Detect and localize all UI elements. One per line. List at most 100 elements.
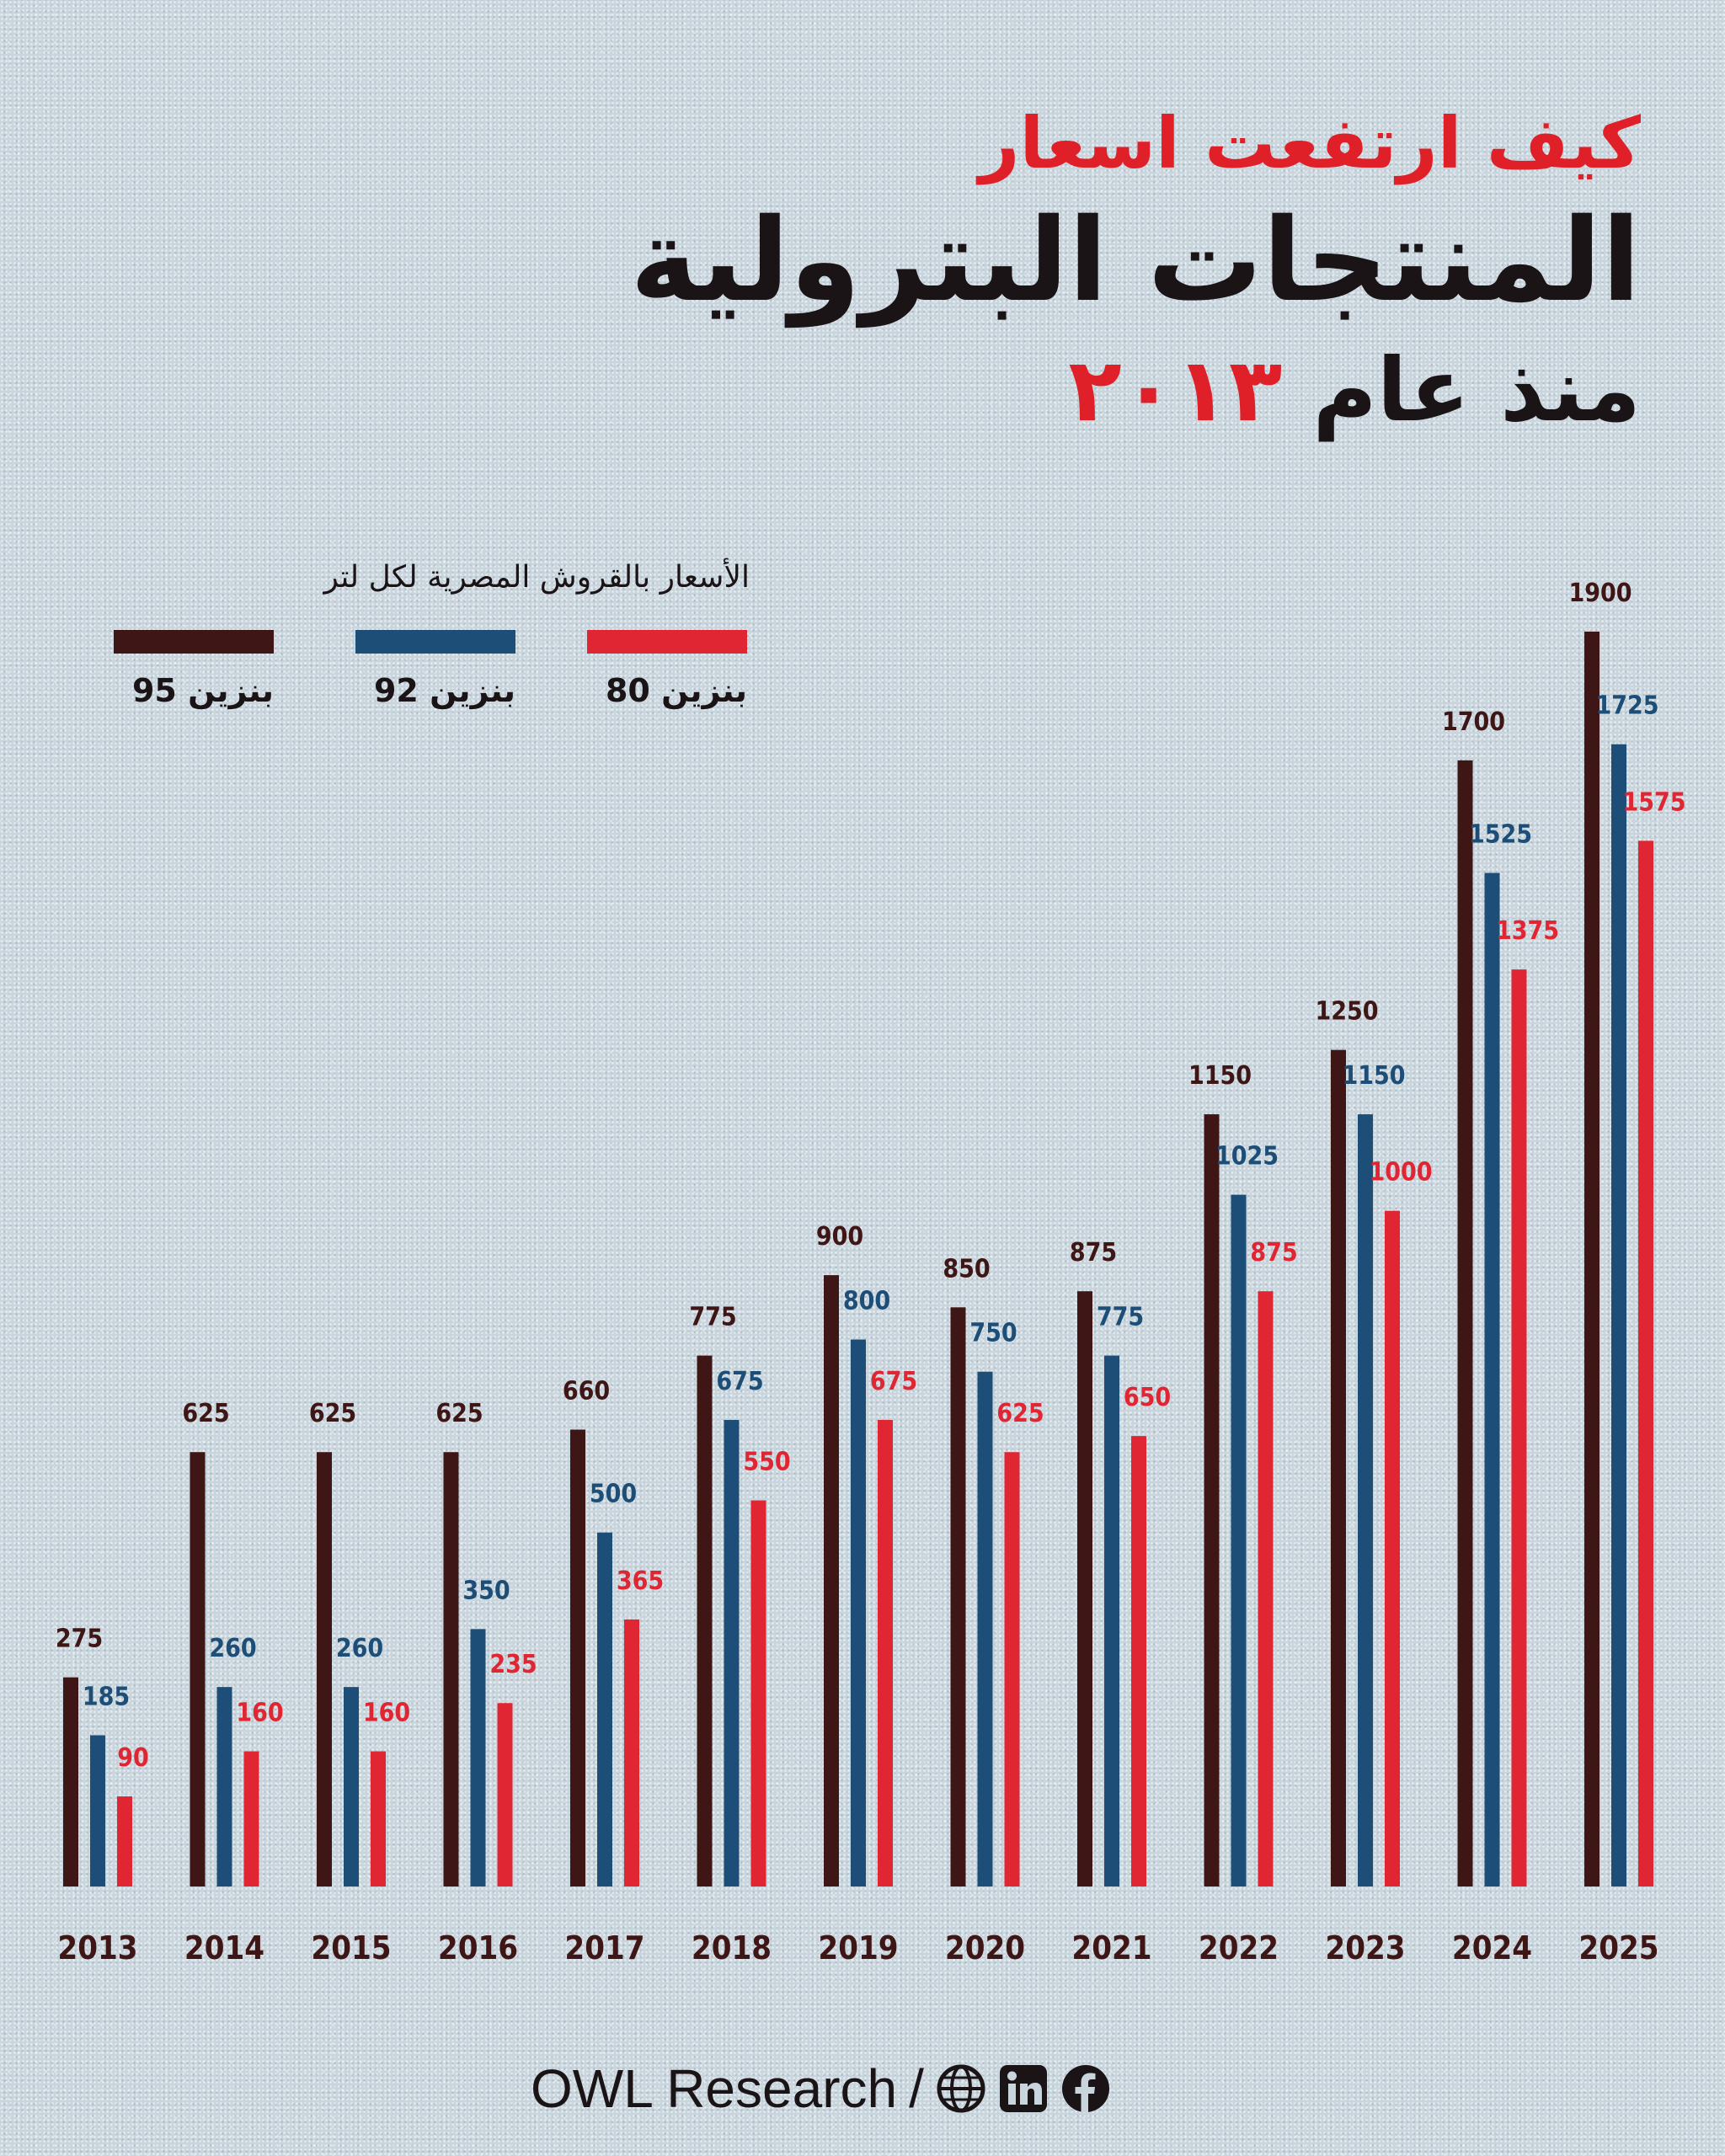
facebook-icon[interactable]: [1060, 2063, 1111, 2114]
bar-2016-2: [497, 1703, 513, 1886]
data-label-2016-0: 625: [435, 1399, 483, 1428]
legend-item-80: بنزين 80: [587, 630, 747, 709]
data-label-2025-0: 1900: [1568, 579, 1632, 608]
x-tick-label-2020: 2020: [945, 1929, 1025, 1967]
x-tick-label-2017: 2017: [564, 1929, 644, 1967]
title-line-1: كيف ارتفعت اسعار: [979, 102, 1641, 184]
bar-2015-1: [344, 1687, 359, 1886]
data-label-2018-2: 550: [743, 1448, 790, 1477]
bar-2024-2: [1511, 969, 1527, 1886]
data-label-2018-1: 675: [716, 1367, 763, 1396]
legend-label-95: بنزين 95: [131, 672, 274, 709]
data-label-2025-2: 1575: [1622, 787, 1685, 817]
bar-2014-2: [243, 1751, 259, 1886]
data-label-2025-1: 1725: [1595, 691, 1658, 721]
data-label-2021-0: 875: [1070, 1238, 1117, 1267]
footer: OWL Research /: [531, 2055, 1111, 2122]
data-label-2023-0: 1250: [1315, 997, 1378, 1027]
data-label-2024-0: 1700: [1442, 707, 1505, 737]
bar-2021-2: [1131, 1436, 1146, 1886]
bar-2013-0: [63, 1677, 78, 1886]
data-label-2021-1: 775: [1097, 1303, 1144, 1332]
bar-2018-2: [750, 1500, 766, 1886]
bar-2018-0: [697, 1355, 713, 1886]
data-label-2015-0: 625: [309, 1399, 356, 1428]
data-label-2021-2: 650: [1124, 1383, 1171, 1412]
bar-2024-0: [1457, 760, 1473, 1886]
bar-2021-1: [1104, 1355, 1119, 1886]
x-tick-label-2023: 2023: [1325, 1929, 1405, 1967]
bar-2017-1: [597, 1532, 612, 1886]
data-label-2019-0: 900: [816, 1222, 863, 1251]
x-tick-label-2022: 2022: [1199, 1929, 1279, 1967]
bar-2015-2: [371, 1751, 386, 1886]
data-label-2016-2: 235: [489, 1650, 537, 1679]
bar-2023-0: [1331, 1049, 1346, 1886]
x-tick-label-2015: 2015: [311, 1929, 391, 1967]
x-tick-label-2016: 2016: [438, 1929, 518, 1967]
data-label-2022-1: 1025: [1215, 1142, 1279, 1171]
data-label-2017-1: 500: [590, 1480, 637, 1509]
bar-2018-1: [724, 1420, 740, 1886]
legend-swatch-95: [114, 630, 274, 654]
bar-2014-0: [190, 1452, 206, 1886]
bar-2017-0: [570, 1429, 585, 1886]
legend-label-92: بنزين 92: [373, 672, 515, 709]
legend-label-80: بنزين 80: [605, 672, 747, 709]
bar-2017-2: [624, 1619, 639, 1886]
data-label-2015-1: 260: [336, 1634, 383, 1663]
bar-2013-1: [90, 1735, 105, 1886]
bar-2025-1: [1611, 744, 1626, 1886]
bar-2016-1: [470, 1629, 486, 1886]
bar-2019-2: [878, 1420, 893, 1886]
data-label-2017-2: 365: [617, 1566, 664, 1596]
bar-2013-2: [117, 1796, 132, 1886]
bar-2014-1: [216, 1687, 232, 1886]
data-label-2020-2: 625: [996, 1399, 1044, 1428]
data-label-2023-1: 1150: [1342, 1061, 1405, 1091]
data-label-2022-2: 875: [1250, 1238, 1297, 1267]
x-tick-label-2025: 2025: [1578, 1929, 1658, 1967]
data-label-2020-1: 750: [969, 1319, 1017, 1348]
bar-2020-1: [977, 1371, 993, 1886]
footer-brand: OWL Research: [531, 2058, 898, 2119]
data-label-2022-0: 1150: [1188, 1061, 1252, 1091]
data-label-2014-0: 625: [182, 1399, 229, 1428]
bar-2023-1: [1358, 1114, 1373, 1886]
data-label-2015-2: 160: [363, 1699, 410, 1728]
title-line-2: المنتجات البترولية: [630, 195, 1641, 328]
title-since-text: منذ عام: [1312, 339, 1641, 441]
bar-2020-2: [1004, 1452, 1020, 1886]
unit-label: الأسعار بالقروش المصرية لكل لتر: [323, 560, 750, 595]
data-label-2020-0: 850: [943, 1254, 990, 1283]
bar-2025-2: [1638, 841, 1653, 1887]
title-block: كيف ارتفعت اسعار المنتجات البترولية منذ …: [377, 101, 1641, 445]
bar-2016-0: [443, 1452, 459, 1886]
legend-swatch-92: [355, 630, 515, 654]
x-tick-label-2019: 2019: [818, 1929, 898, 1967]
footer-separator: /: [909, 2058, 924, 2119]
data-label-2014-1: 260: [209, 1634, 256, 1663]
x-tick-label-2021: 2021: [1071, 1929, 1151, 1967]
bar-2023-2: [1385, 1210, 1400, 1886]
linkedin-icon[interactable]: [998, 2063, 1049, 2114]
data-label-2019-2: 675: [870, 1367, 917, 1396]
globe-icon[interactable]: [936, 2063, 986, 2114]
bar-2015-0: [317, 1452, 332, 1886]
x-tick-label-2024: 2024: [1452, 1929, 1532, 1967]
bar-2020-0: [950, 1307, 966, 1886]
legend-item-92: بنزين 92: [355, 630, 515, 709]
data-label-2013-0: 275: [56, 1625, 103, 1654]
data-label-2018-0: 775: [689, 1303, 736, 1332]
bar-2024-1: [1484, 873, 1500, 1886]
x-tick-label-2014: 2014: [184, 1929, 264, 1967]
data-label-2013-1: 185: [83, 1682, 130, 1711]
title-line-3: منذ عام ٢٠١٣: [377, 335, 1641, 445]
data-label-2014-2: 160: [236, 1699, 283, 1728]
data-label-2016-1: 350: [462, 1576, 510, 1605]
bar-2025-0: [1584, 632, 1599, 1886]
bar-2019-1: [851, 1339, 866, 1886]
x-tick-label-2018: 2018: [692, 1929, 772, 1967]
bar-2022-2: [1258, 1291, 1274, 1886]
